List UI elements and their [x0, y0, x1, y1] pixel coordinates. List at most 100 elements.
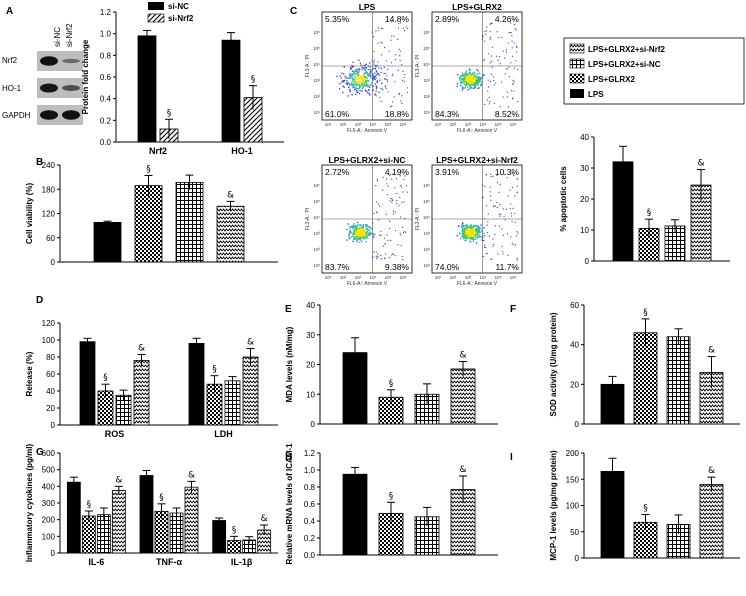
- flow-event: [471, 233, 473, 235]
- flow-event: [368, 86, 371, 88]
- flow-event: [472, 226, 474, 229]
- flow-event: [486, 205, 488, 207]
- flow-y-tick-label: 10¹: [423, 110, 430, 115]
- flow-event: [473, 85, 476, 87]
- flow-event: [485, 174, 487, 176]
- flow-event: [485, 30, 487, 32]
- flow-event: [349, 83, 351, 85]
- flow-x-axis-label: FL6-A:: Annexin V: [457, 281, 498, 287]
- flow-event: [339, 82, 341, 85]
- flow-event: [361, 76, 364, 79]
- y-axis-label: Relative mRNA levels of ICAM-1: [285, 443, 294, 565]
- flow-event: [395, 193, 397, 195]
- flow-event: [492, 238, 494, 240]
- flow-event: [471, 78, 473, 80]
- flow-event: [349, 73, 352, 75]
- flow-event: [477, 87, 479, 90]
- flow-event: [359, 84, 361, 87]
- flow-event: [353, 225, 355, 227]
- flow-event: [468, 75, 470, 77]
- flow-event: [354, 88, 356, 91]
- flow-event: [346, 83, 349, 86]
- flow-event: [473, 87, 475, 89]
- bar: [134, 185, 163, 263]
- flow-event: [505, 49, 507, 51]
- flow-event: [472, 82, 474, 84]
- flow-event: [365, 76, 367, 78]
- flow-event: [473, 238, 475, 240]
- flow-event: [384, 46, 386, 49]
- flow-event: [464, 229, 466, 231]
- flow-event: [513, 212, 515, 214]
- bar: [111, 490, 126, 554]
- flow-event: [464, 80, 467, 83]
- flow-event: [466, 229, 469, 231]
- flow-event: [494, 233, 496, 235]
- panel-letter-i: I: [510, 452, 513, 463]
- flow-event: [465, 79, 467, 81]
- flow-event: [513, 42, 515, 44]
- flow-event: [353, 226, 355, 229]
- flow-event: [356, 234, 359, 237]
- flow-event: [379, 234, 381, 236]
- flow-event: [388, 227, 390, 229]
- flow-event: [503, 174, 505, 176]
- flow-event: [368, 93, 371, 95]
- flow-event: [357, 238, 359, 240]
- flow-event: [496, 182, 499, 184]
- flow-event: [478, 227, 480, 229]
- flow-event: [473, 74, 475, 76]
- flow-event: [499, 203, 501, 205]
- flow-event: [354, 72, 356, 75]
- panel-letter-h: H: [285, 452, 292, 463]
- bar: [666, 336, 691, 425]
- flow-event: [360, 228, 362, 230]
- flow-event: [395, 54, 397, 56]
- flow-event: [351, 78, 354, 80]
- flow-event: [480, 231, 482, 233]
- flow-event: [353, 235, 355, 238]
- flow-event: [360, 78, 363, 81]
- y-tick-label: 0.2: [100, 116, 112, 125]
- flow-event: [374, 68, 377, 70]
- flow-event: [349, 90, 351, 93]
- flow-event: [470, 231, 473, 233]
- flow-event: [394, 81, 396, 83]
- flow-event: [368, 89, 370, 91]
- flow-event: [468, 68, 471, 71]
- flow-event: [470, 82, 472, 84]
- flow-event: [377, 72, 379, 75]
- flow-event: [360, 230, 362, 232]
- flow-event: [356, 239, 358, 241]
- flow-event: [477, 234, 479, 237]
- flow-event: [349, 77, 351, 79]
- flow-event: [498, 37, 500, 39]
- flow-event: [357, 231, 359, 233]
- flow-event: [476, 83, 478, 85]
- flow-event: [359, 228, 361, 231]
- y-axis-label: MDA levels (nM/mg): [285, 326, 294, 402]
- flow-event: [496, 201, 498, 203]
- flow-event: [470, 225, 472, 228]
- flow-event: [469, 233, 472, 235]
- flow-event: [460, 78, 462, 81]
- flow-event: [467, 79, 469, 81]
- bar: [175, 181, 204, 263]
- flow-event: [387, 68, 389, 70]
- bar: [79, 341, 96, 426]
- y-tick-label: 0.4: [100, 95, 112, 104]
- flow-event: [348, 233, 350, 236]
- flow-x-tick-label: 10⁵: [495, 275, 502, 280]
- flow-event: [484, 30, 486, 33]
- flow-event: [351, 235, 353, 237]
- flow-x-tick-label: 10⁴: [480, 275, 487, 280]
- flow-event: [394, 211, 396, 213]
- flow-event: [393, 35, 395, 37]
- flow-event: [465, 76, 468, 78]
- flow-event: [368, 233, 370, 236]
- flow-event: [480, 224, 482, 226]
- panel-letter-f: F: [510, 304, 516, 315]
- flow-event: [510, 236, 512, 238]
- flow-event: [465, 72, 468, 75]
